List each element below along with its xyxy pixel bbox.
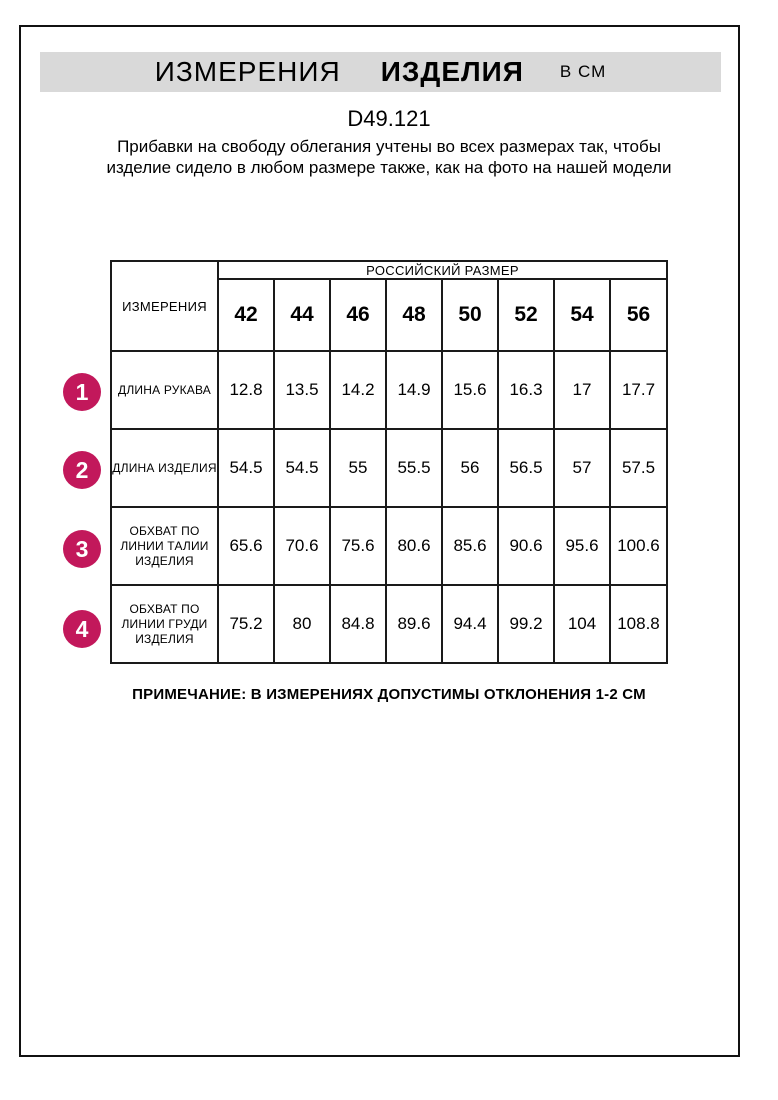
value-cell: 70.6 — [273, 506, 331, 586]
size-group-header: РОССИЙСКИЙ РАЗМЕР — [217, 260, 668, 280]
row-label: ОБХВАТ ПО ЛИНИИ ГРУДИ ИЗДЕЛИЯ — [110, 584, 219, 664]
fit-description: Прибавки на свободу облегания учтены во … — [106, 137, 672, 177]
value-cell: 13.5 — [273, 350, 331, 430]
title-units: В СМ — [559, 62, 607, 81]
value-cell: 12.8 — [217, 350, 275, 430]
value-cell: 57.5 — [609, 428, 668, 508]
value-cell: 104 — [553, 584, 611, 664]
row-label: ОБХВАТ ПО ЛИНИИ ТАЛИИ ИЗДЕЛИЯ — [110, 506, 219, 586]
row-label: ДЛИНА РУКАВА — [110, 350, 219, 430]
row-number-badge-3: 3 — [63, 530, 101, 568]
value-cell: 55 — [329, 428, 387, 508]
value-cell: 100.6 — [609, 506, 668, 586]
row-number-badge-1: 1 — [63, 373, 101, 411]
size-header-54: 54 — [553, 278, 611, 352]
size-header-46: 46 — [329, 278, 387, 352]
size-header-50: 50 — [441, 278, 499, 352]
value-cell: 14.9 — [385, 350, 443, 430]
size-header-52: 52 — [497, 278, 555, 352]
table-row-waist-girth: ОБХВАТ ПО ЛИНИИ ТАЛИИ ИЗДЕЛИЯ 65.6 70.6 … — [110, 506, 668, 586]
value-cell: 80 — [273, 584, 331, 664]
measurements-table: ИЗМЕРЕНИЯ РОССИЙСКИЙ РАЗМЕР 42 44 46 48 … — [110, 260, 668, 664]
value-cell: 80.6 — [385, 506, 443, 586]
table-row-chest-girth: ОБХВАТ ПО ЛИНИИ ГРУДИ ИЗДЕЛИЯ 75.2 80 84… — [110, 584, 668, 664]
size-header-row: 42 44 46 48 50 52 54 56 — [111, 278, 668, 352]
product-code: D49.121 — [347, 106, 431, 131]
table-row-garment-length: ДЛИНА ИЗДЕЛИЯ 54.5 54.5 55 55.5 56 56.5 … — [110, 428, 668, 508]
value-cell: 56 — [441, 428, 499, 508]
table-row-sleeve-length: ДЛИНА РУКАВА 12.8 13.5 14.2 14.9 15.6 16… — [110, 350, 668, 430]
row-number-badge-2: 2 — [63, 451, 101, 489]
value-cell: 17.7 — [609, 350, 668, 430]
value-cell: 54.5 — [273, 428, 331, 508]
value-cell: 108.8 — [609, 584, 668, 664]
title-word-measurements: ИЗМЕРЕНИЯ — [154, 56, 341, 87]
value-cell: 75.6 — [329, 506, 387, 586]
value-cell: 99.2 — [497, 584, 555, 664]
size-header-48: 48 — [385, 278, 443, 352]
page-border — [19, 25, 740, 1057]
title-bar: ИЗМЕРЕНИЯ ИЗДЕЛИЯ В СМ — [40, 52, 721, 92]
tolerance-note: ПРИМЕЧАНИЕ: В ИЗМЕРЕНИЯХ ДОПУСТИМЫ ОТКЛО… — [132, 686, 646, 703]
value-cell: 85.6 — [441, 506, 499, 586]
value-cell: 90.6 — [497, 506, 555, 586]
group-header-row: ИЗМЕРЕНИЯ РОССИЙСКИЙ РАЗМЕР — [110, 260, 668, 352]
value-cell: 95.6 — [553, 506, 611, 586]
row-label: ДЛИНА ИЗДЕЛИЯ — [110, 428, 219, 508]
value-cell: 55.5 — [385, 428, 443, 508]
value-cell: 54.5 — [217, 428, 275, 508]
value-cell: 94.4 — [441, 584, 499, 664]
size-header-42: 42 — [217, 278, 275, 352]
corner-header: ИЗМЕРЕНИЯ — [110, 260, 219, 352]
size-header-56: 56 — [609, 278, 668, 352]
value-cell: 17 — [553, 350, 611, 430]
value-cell: 65.6 — [217, 506, 275, 586]
title-word-product: ИЗДЕЛИЯ — [380, 56, 524, 87]
size-header-44: 44 — [273, 278, 331, 352]
row-number-badge-4: 4 — [63, 610, 101, 648]
value-cell: 57 — [553, 428, 611, 508]
value-cell: 14.2 — [329, 350, 387, 430]
value-cell: 56.5 — [497, 428, 555, 508]
value-cell: 84.8 — [329, 584, 387, 664]
value-cell: 15.6 — [441, 350, 499, 430]
value-cell: 16.3 — [497, 350, 555, 430]
value-cell: 89.6 — [385, 584, 443, 664]
value-cell: 75.2 — [217, 584, 275, 664]
